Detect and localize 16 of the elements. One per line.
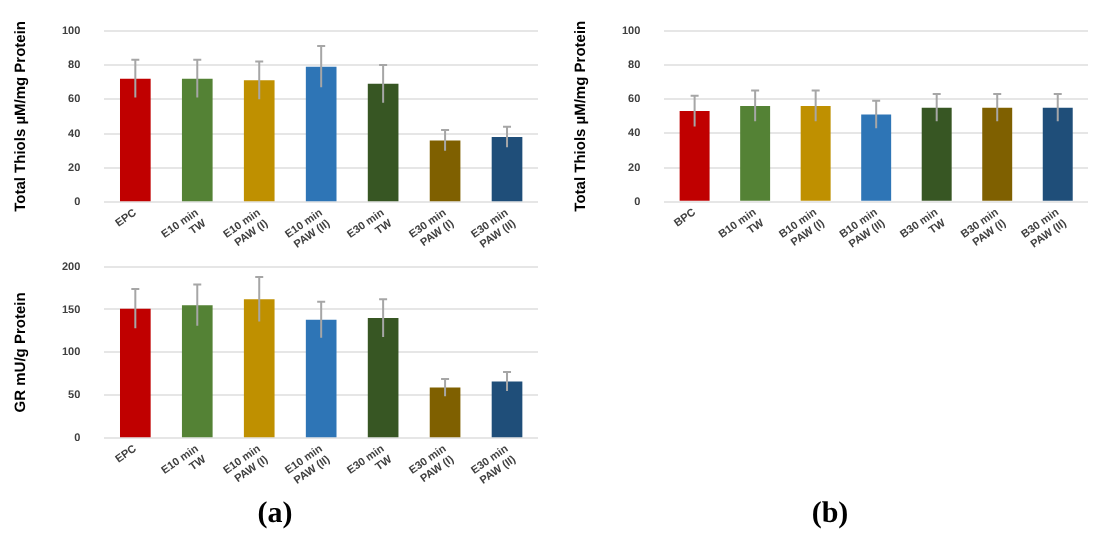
bar <box>367 83 399 202</box>
bar <box>429 387 461 438</box>
bar <box>305 66 337 202</box>
bar <box>120 78 151 202</box>
bar <box>181 78 213 202</box>
bar <box>243 299 275 438</box>
text: (a) <box>255 498 295 532</box>
bar <box>243 80 275 202</box>
bar <box>367 318 399 438</box>
bar <box>120 308 151 438</box>
bar <box>305 319 337 438</box>
text: (b) <box>809 498 851 532</box>
bar <box>429 140 461 202</box>
bar <box>491 136 523 202</box>
bar <box>491 381 523 438</box>
bar <box>181 305 213 438</box>
